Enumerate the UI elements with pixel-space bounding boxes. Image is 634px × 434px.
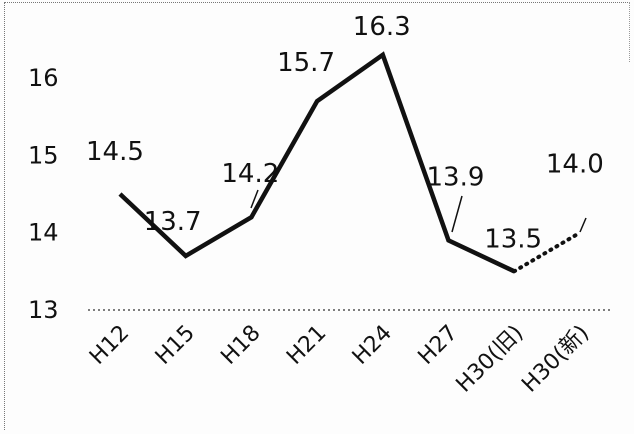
x-tick-label: H12 [85,321,134,370]
y-tick-label: 13 [28,296,59,324]
data-label: 14.5 [86,137,144,167]
data-label: 14.2 [221,159,279,189]
data-label: 14.0 [546,150,604,180]
frame-border-top [4,2,630,3]
y-tick-label: 15 [28,141,59,169]
x-tick-label: H30(新) [517,321,594,398]
x-tick-label: H21 [282,321,331,370]
frame-border-left [4,2,5,430]
x-tick-label: H18 [216,321,265,370]
x-tick-label: H27 [414,321,463,370]
data-label: 15.7 [277,48,335,78]
x-tick-label: H15 [151,321,200,370]
x-tick-label: H30(旧) [452,321,529,398]
data-label-leader [250,189,259,209]
y-tick-label: 16 [28,64,59,92]
x-tick-label: H24 [348,321,397,370]
data-label-leader [451,195,463,233]
data-label-leader [579,217,587,233]
data-label: 13.7 [144,207,202,237]
series-line-solid [118,51,516,274]
data-label: 16.3 [353,12,411,42]
frame-border-right [629,2,630,62]
y-tick-label: 14 [28,219,59,247]
data-label: 13.9 [427,162,485,192]
series-line-dotted [512,230,582,274]
data-label: 13.5 [484,224,542,254]
